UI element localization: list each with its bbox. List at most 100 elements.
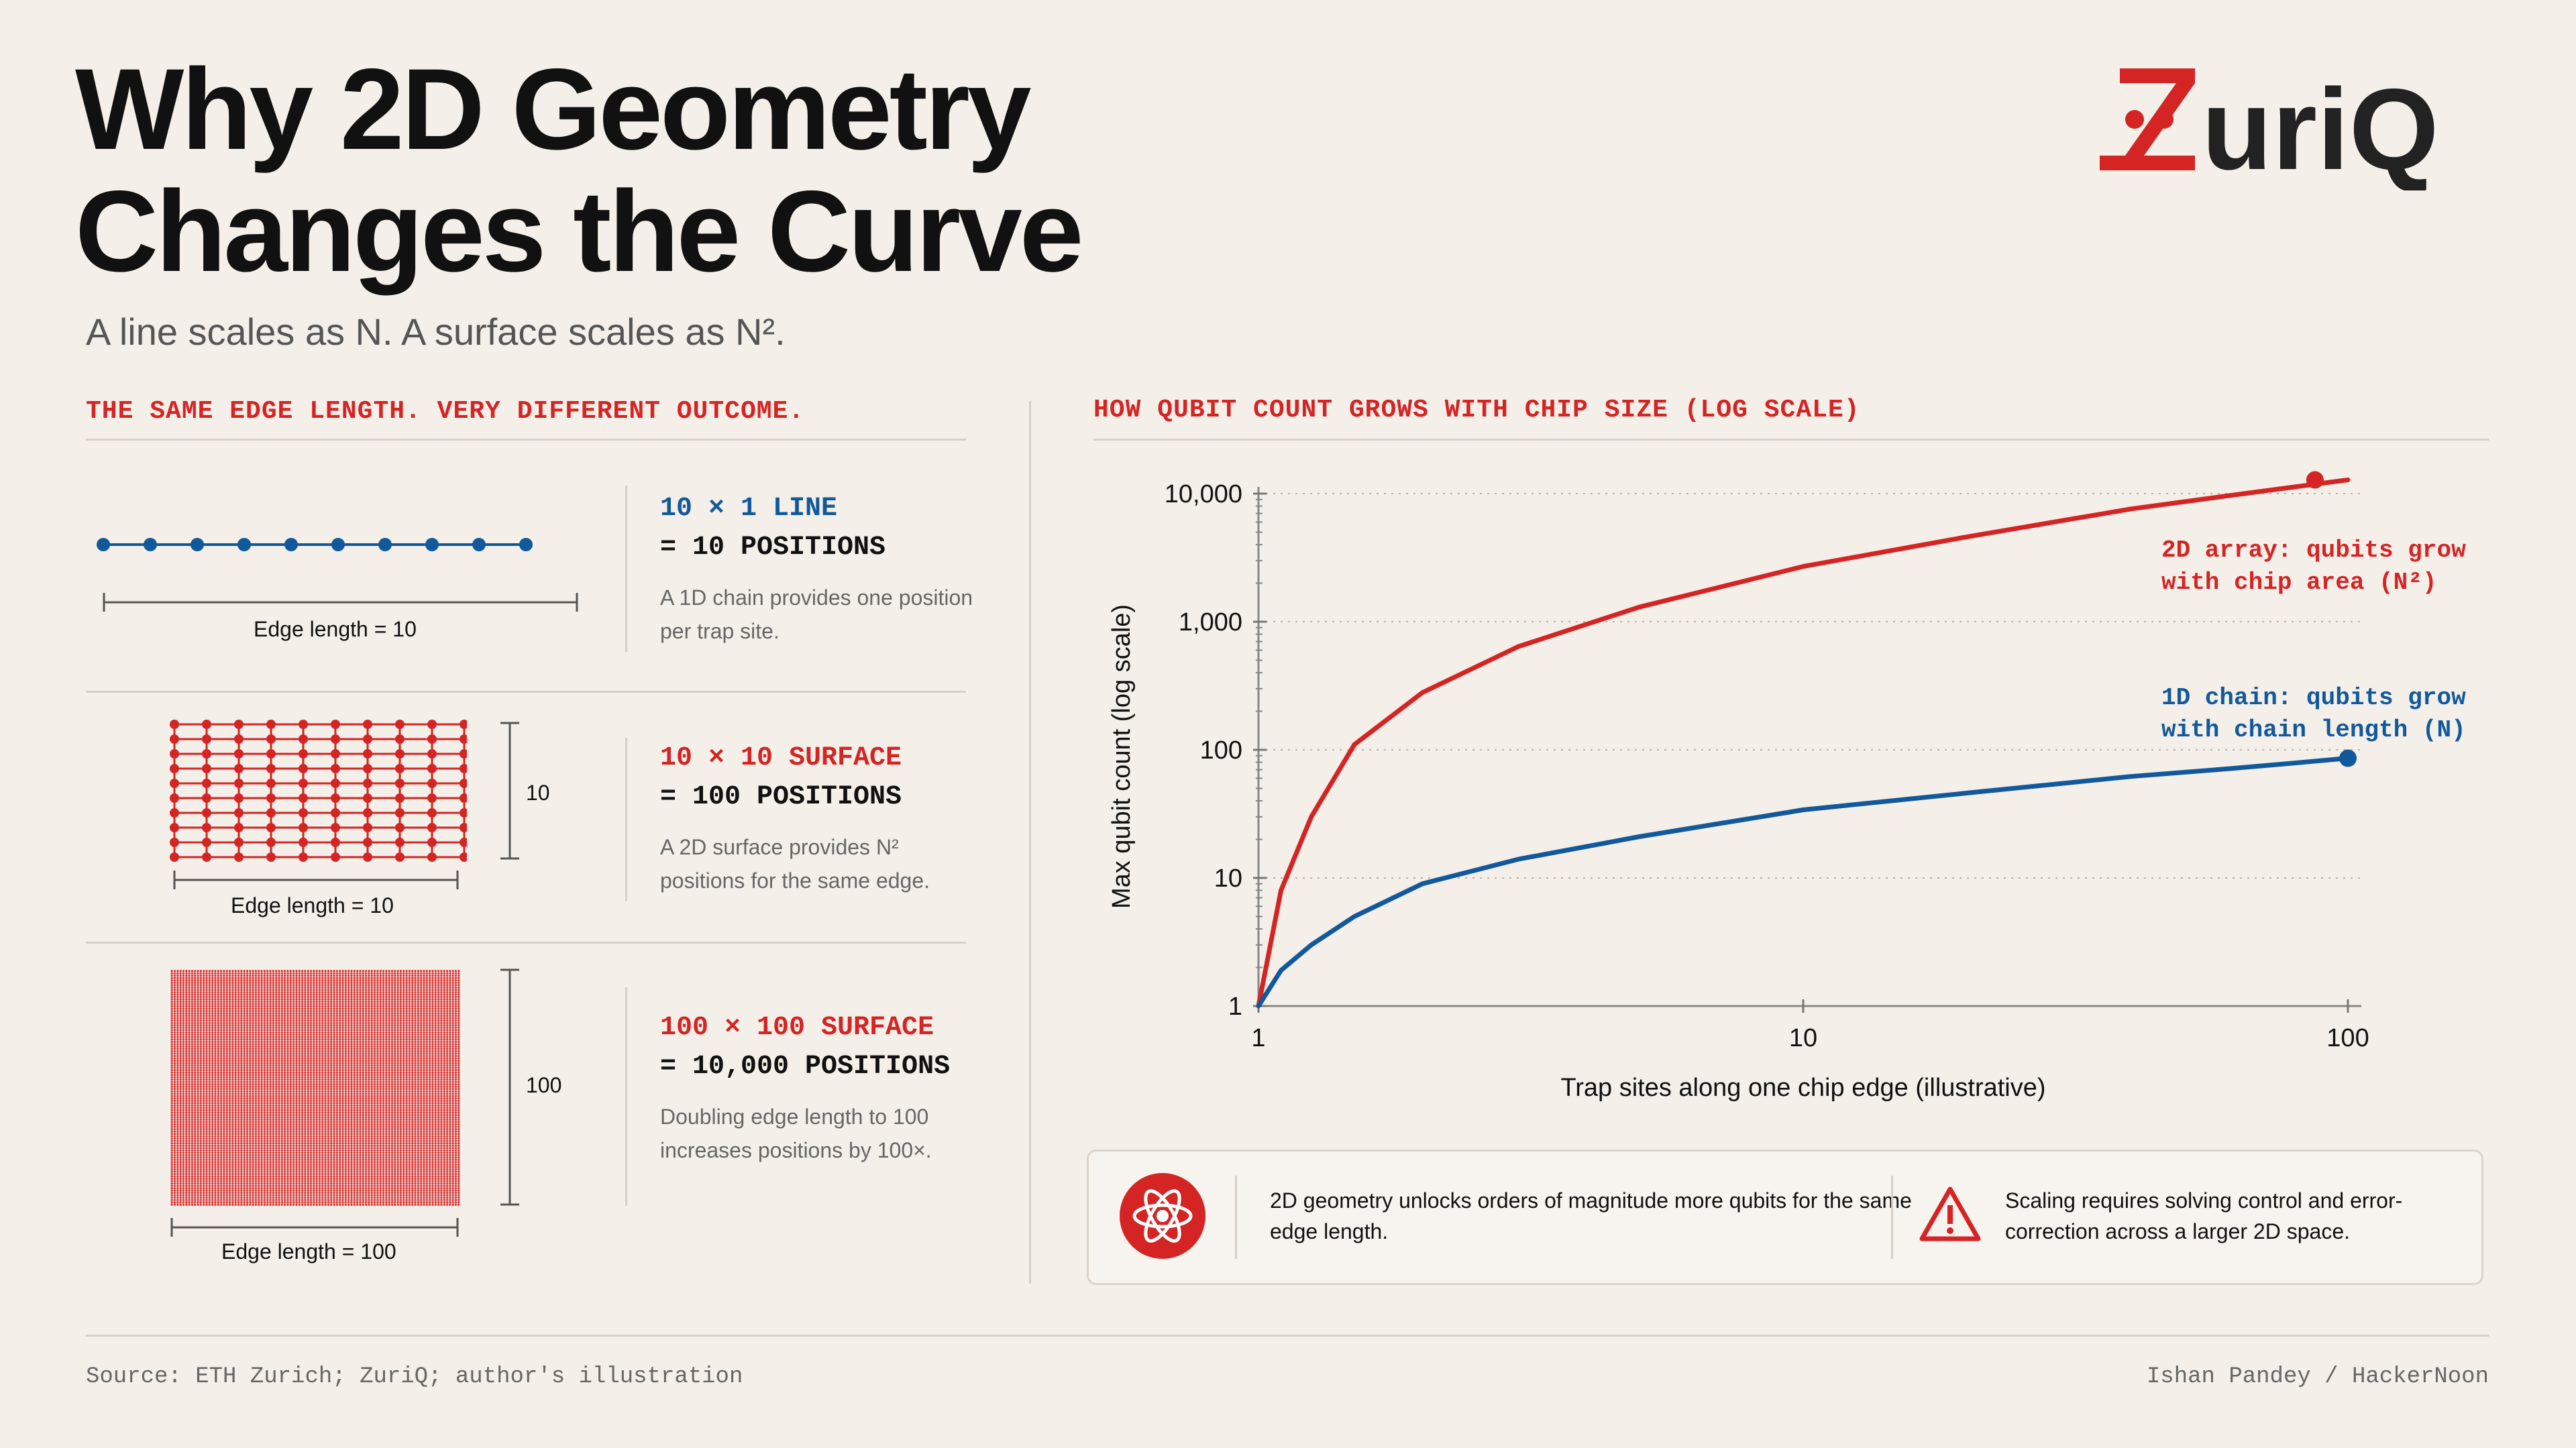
- grid-node: [331, 734, 340, 744]
- grid-node: [202, 852, 211, 862]
- grid-node: [427, 779, 437, 788]
- grid-node: [363, 838, 372, 847]
- grid-node: [395, 764, 405, 773]
- grid-node: [427, 808, 437, 818]
- chain-node: [97, 538, 110, 551]
- callout-right-text: Scaling requires solving control and err…: [2005, 1188, 2403, 1243]
- grid-node: [299, 764, 308, 773]
- grid-node: [460, 764, 467, 773]
- panel-2-rule: [86, 942, 966, 944]
- grid-node: [202, 823, 211, 832]
- grid-node: [427, 734, 437, 744]
- grid-node: [395, 734, 405, 744]
- chart-series: [1256, 471, 2357, 1009]
- callout-box: 2D geometry unlocks orders of magnitude …: [1087, 1150, 2483, 1285]
- grid-node: [331, 852, 340, 862]
- grid-node: [363, 823, 372, 832]
- zuriq-logo: uriQ: [2100, 65, 2439, 190]
- logo-z-mark: [2100, 68, 2195, 170]
- grid-node: [331, 779, 340, 788]
- grid-100x100-diagram: [170, 970, 460, 1206]
- edge-caption-2: Edge length = 10: [231, 893, 394, 917]
- grid-node: [266, 793, 276, 803]
- grid-node: [331, 793, 340, 803]
- left-heading-rule: [86, 439, 966, 441]
- grid-node: [266, 734, 276, 744]
- grid-node: [427, 764, 437, 773]
- grid-node: [363, 852, 372, 862]
- x-axis-label: Trap sites along one chip edge (illustra…: [1560, 1074, 2045, 1102]
- panel-1-rule: [86, 691, 966, 693]
- grid-node: [170, 808, 179, 818]
- grid-node: [202, 749, 211, 759]
- edge-bracket-1: [103, 593, 578, 612]
- grid-node: [234, 764, 244, 773]
- grid-node: [395, 720, 405, 729]
- y-tick-label: 100: [1200, 736, 1242, 765]
- grid-node: [234, 734, 244, 744]
- column-divider: [1029, 401, 1031, 1284]
- grid-10x10-diagram: [170, 720, 467, 862]
- callout-divider-1: [1235, 1176, 1237, 1259]
- grid-node: [266, 852, 276, 862]
- grid-node: [170, 720, 179, 729]
- grid-node: [266, 823, 276, 832]
- chain-node: [191, 538, 204, 551]
- panel-3-title: 100 × 100 SURFACE: [660, 1013, 934, 1043]
- chart-section-heading: HOW QUBIT COUNT GROWS WITH CHIP SIZE (LO…: [1093, 396, 1860, 425]
- grid-node: [299, 749, 308, 759]
- panel-1-description: A 1D chain provides one position per tra…: [660, 586, 973, 643]
- chart-heading-rule: [1093, 439, 2489, 441]
- grid-node: [427, 838, 437, 847]
- grid-node: [395, 838, 405, 847]
- callout-divider-2: [1891, 1176, 1893, 1259]
- y-tick-label: 10,000: [1165, 480, 1242, 508]
- grid-node: [202, 793, 211, 803]
- grid-node: [395, 779, 405, 788]
- grid-node: [234, 838, 244, 847]
- grid-node: [427, 793, 437, 803]
- edge-bracket-2: [173, 871, 459, 889]
- panel-2-divider: [625, 738, 627, 901]
- grid-node: [460, 720, 467, 729]
- footer-source: Source: ETH Zurich; ZuriQ; author's illu…: [86, 1364, 743, 1390]
- grid-node: [363, 749, 372, 759]
- side-bracket-2: [500, 722, 519, 860]
- series-endpoint-1d-chain: [2339, 749, 2357, 767]
- grid-node: [170, 823, 179, 832]
- grid-node: [170, 793, 179, 803]
- panel-3-description: Doubling edge length to 100 increases po…: [660, 1105, 932, 1162]
- grid-node: [363, 734, 372, 744]
- chain-node: [425, 538, 439, 551]
- grid-node: [395, 793, 405, 803]
- grid-node: [170, 764, 179, 773]
- grid-node: [170, 852, 179, 862]
- grid-node: [266, 779, 276, 788]
- grid-node: [170, 779, 179, 788]
- grid-node: [460, 793, 467, 803]
- grid-node: [234, 793, 244, 803]
- grid-node: [331, 764, 340, 773]
- side-bracket-3: [500, 968, 519, 1206]
- grid-node: [331, 720, 340, 729]
- series-line-2d-array: [1256, 478, 2351, 1009]
- grid-node: [299, 779, 308, 788]
- grid-node: [395, 808, 405, 818]
- grid-node: [266, 720, 276, 729]
- grid-node: [266, 808, 276, 818]
- edge-bracket-3: [170, 1218, 459, 1237]
- chain-node: [472, 538, 486, 551]
- footer-rule: [86, 1335, 2489, 1337]
- chain-node: [519, 538, 533, 551]
- chart-axes: [1257, 487, 2361, 1007]
- series-label: 1D chain: qubits grow: [2161, 684, 2466, 712]
- series-label: 2D array: qubits grow: [2161, 537, 2466, 564]
- grid-node: [460, 779, 467, 788]
- y-tick-label: 10: [1214, 865, 1242, 893]
- grid-node: [202, 779, 211, 788]
- grid-node: [299, 793, 308, 803]
- series-label: with chip area (N²): [2161, 569, 2436, 596]
- edge-caption-1: Edge length = 10: [254, 617, 417, 641]
- grid-node: [170, 734, 179, 744]
- grid-node: [266, 838, 276, 847]
